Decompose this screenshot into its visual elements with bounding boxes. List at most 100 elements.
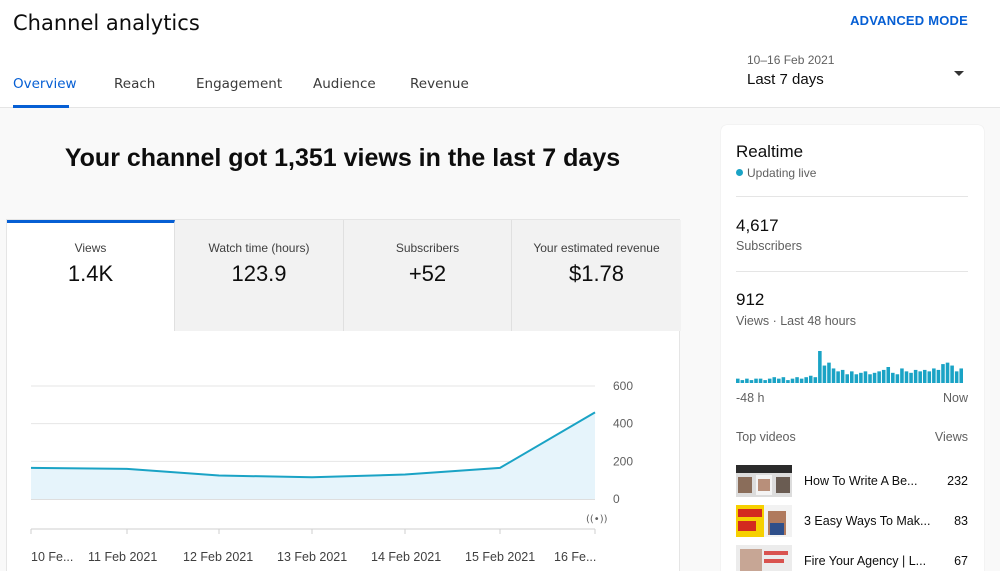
video-title: How To Write A Be... — [804, 474, 918, 488]
mini-bar — [845, 374, 849, 383]
mini-bar — [786, 380, 790, 383]
x-tick-label: 15 Feb 2021 — [465, 550, 535, 564]
advanced-mode-button[interactable]: ADVANCED MODE — [850, 13, 968, 28]
mini-bar — [863, 371, 868, 383]
mini-bar — [772, 377, 777, 383]
tab-engagement[interactable]: Engagement — [196, 76, 283, 92]
page-title: Channel analytics — [13, 11, 200, 35]
top-videos-header: Top videos — [736, 430, 796, 444]
mini-bar — [795, 377, 799, 383]
mini-bar — [818, 351, 822, 383]
y-tick-label: 600 — [613, 379, 633, 393]
mini-bar — [877, 371, 881, 383]
mini-bar — [854, 374, 859, 383]
date-range-selector[interactable]: 10–16 Feb 2021 Last 7 days — [747, 53, 972, 95]
mini-bar — [763, 380, 767, 383]
live-dot-icon — [736, 169, 743, 176]
realtime-views-count: 912 — [736, 290, 765, 309]
tab-audience[interactable]: Audience — [313, 76, 376, 92]
x-tick-label: 13 Feb 2021 — [277, 550, 347, 564]
tab-reach[interactable]: Reach — [114, 76, 156, 92]
mini-bar — [927, 371, 932, 383]
mini-bar — [954, 371, 959, 383]
metric-label: Your estimated revenue — [533, 241, 660, 255]
metric-value: $1.78 — [568, 261, 625, 286]
mini-bar — [808, 375, 813, 383]
header-bar: Channel analytics ADVANCED MODE Overview… — [0, 0, 1000, 108]
top-video-item[interactable]: Fire Your Agency | L... 67 — [736, 545, 968, 571]
metric-tabs: Views 1.4K Watch time (hours) 123.9 Subs… — [7, 220, 681, 331]
mini-bar — [913, 369, 918, 383]
mini-bar — [950, 365, 954, 383]
mini-bar — [945, 362, 950, 383]
active-tab-indicator — [13, 105, 69, 108]
mini-bar — [827, 362, 831, 383]
top-video-item[interactable]: 3 Easy Ways To Mak... 83 — [736, 505, 968, 537]
metric-label: Subscribers — [395, 241, 460, 255]
mini-bar — [777, 378, 781, 383]
mini-bar — [859, 372, 863, 383]
tab-revenue[interactable]: Revenue — [410, 76, 469, 92]
divider — [736, 196, 968, 197]
mini-bar — [850, 371, 854, 383]
mini-bar — [799, 378, 804, 383]
mini-bar — [872, 372, 877, 383]
mini-bar — [881, 369, 886, 383]
mini-bar — [868, 374, 872, 383]
mini-bar — [749, 380, 754, 383]
metric-label: Watch time (hours) — [208, 241, 310, 255]
video-views: 83 — [954, 514, 968, 528]
realtime-marker-icon: ((•)) — [586, 514, 608, 525]
mini-bar — [790, 378, 795, 383]
views-chart: 600 400 200 0 ((•)) 10 Fe... 11 Feb 2021 12 Feb… — [30, 379, 633, 564]
x-tick-label: 12 Feb 2021 — [183, 550, 253, 564]
top-videos-views-header: Views — [934, 430, 968, 444]
tab-overview[interactable]: Overview — [13, 76, 77, 92]
metric-tab-subscribers[interactable]: Subscribers +52 — [344, 220, 512, 331]
metric-value: 1.4K — [67, 261, 114, 286]
mini-bar — [745, 378, 749, 383]
realtime-views-chart — [736, 351, 963, 383]
mini-bar — [909, 372, 913, 383]
metric-tab-views[interactable]: Views 1.4K — [7, 220, 175, 331]
live-status: Updating live — [736, 166, 816, 180]
mini-bar — [891, 372, 895, 383]
date-range-dates: 10–16 Feb 2021 — [747, 53, 835, 67]
realtime-panel: Realtime Updating live 4,617 Subscribers… — [721, 125, 984, 571]
top-video-item[interactable]: How To Write A Be... 232 — [736, 465, 968, 497]
x-tick-label: 11 Feb 2021 — [88, 550, 157, 564]
mini-bar — [941, 364, 945, 383]
mini-bar — [822, 365, 827, 383]
mini-bar — [781, 377, 786, 383]
y-tick-label: 0 — [613, 492, 620, 506]
realtime-views-label: Views · Last 48 hours — [736, 314, 856, 328]
views-area — [31, 412, 595, 499]
metrics-card: Views 1.4K Watch time (hours) 123.9 Subs… — [6, 219, 681, 571]
metric-value: +52 — [408, 261, 447, 286]
live-status-text: Updating live — [747, 166, 817, 180]
x-tick-label: 10 Fe... — [31, 550, 73, 564]
views-headline: Your channel got 1,351 views in the last… — [64, 144, 621, 172]
metric-tab-watch-time[interactable]: Watch time (hours) 123.9 — [175, 220, 344, 331]
mini-bar — [895, 374, 900, 383]
metric-tab-revenue[interactable]: Your estimated revenue $1.78 — [512, 220, 681, 331]
realtime-title: Realtime — [736, 142, 804, 161]
video-thumbnail — [736, 545, 792, 571]
y-tick-label: 200 — [613, 454, 633, 468]
realtime-subscribers-label: Subscribers — [736, 239, 802, 253]
mini-bar — [936, 369, 941, 383]
mini-bar — [754, 378, 758, 383]
video-title: Fire Your Agency | L... — [804, 554, 927, 568]
mini-bar — [900, 368, 904, 383]
dropdown-arrow-icon — [954, 71, 964, 76]
mini-bar — [840, 369, 845, 383]
video-thumbnail — [736, 465, 792, 497]
metric-value: 123.9 — [231, 261, 287, 286]
divider — [736, 271, 968, 272]
mini-bar — [922, 369, 927, 383]
mini-bar — [932, 368, 936, 383]
mini-bar — [740, 380, 745, 383]
x-tick-label: 14 Feb 2021 — [371, 550, 441, 564]
mini-bar — [758, 378, 763, 383]
